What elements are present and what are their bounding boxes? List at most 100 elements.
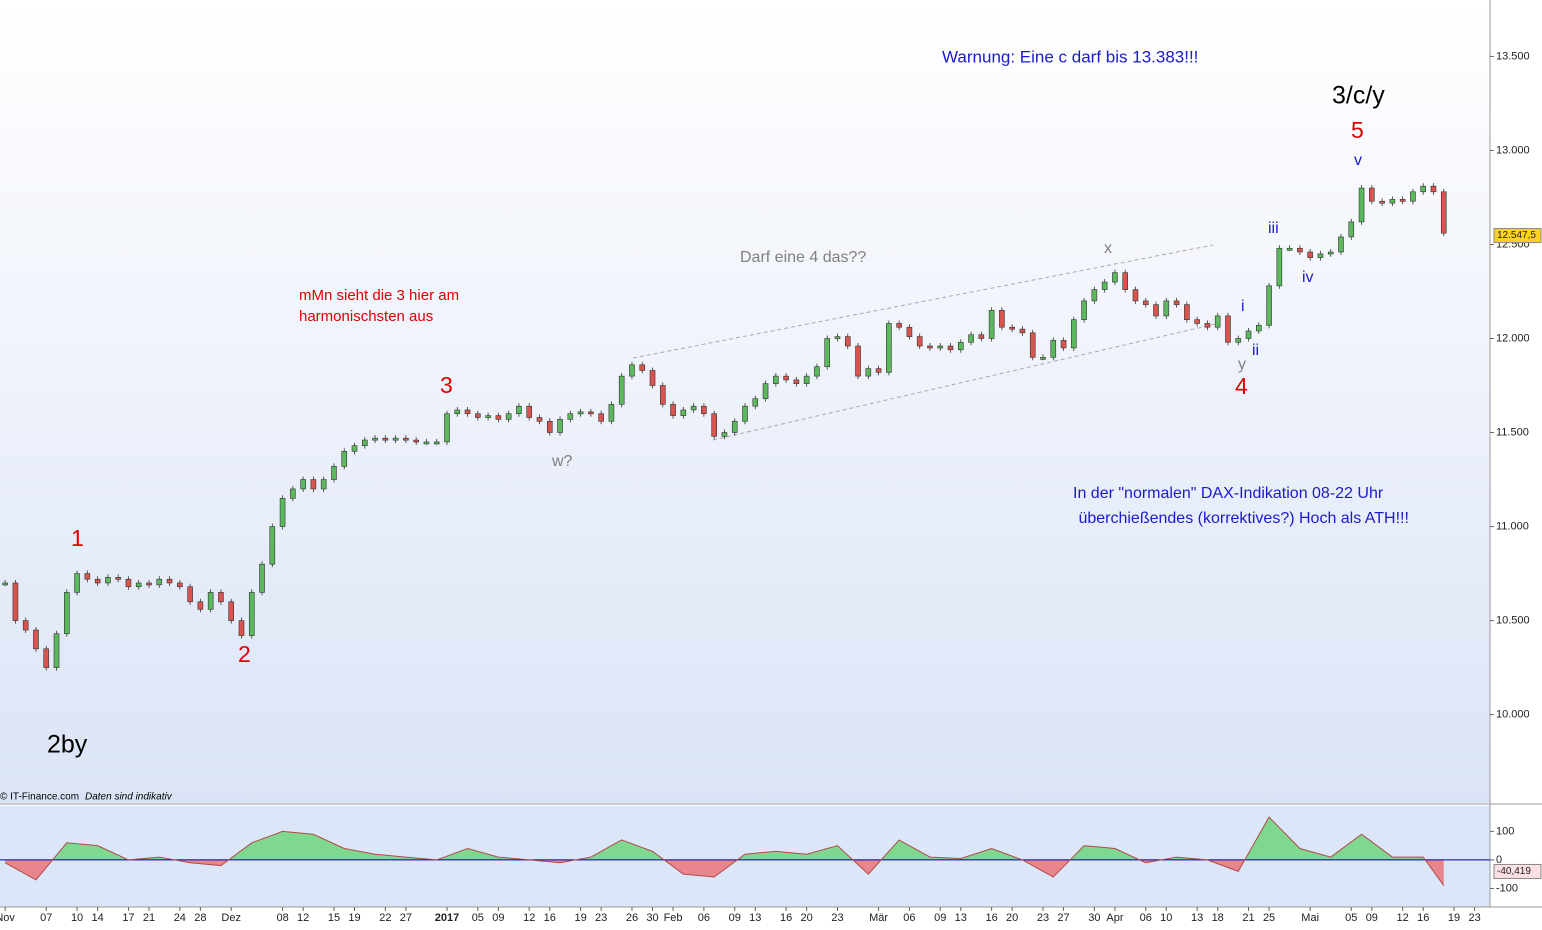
last-value-label: -40,419 [1497, 866, 1531, 877]
candle [361, 439, 368, 446]
area-negative [5, 860, 1444, 886]
annotation: x [1104, 240, 1112, 257]
x-tick-label: 25 [1263, 912, 1275, 924]
x-tick-label: 23 [1468, 912, 1480, 924]
candle [1204, 323, 1211, 328]
x-tick-label: 22 [379, 912, 391, 924]
x-tick-label: 27 [1057, 912, 1069, 924]
x-tick-label: Feb [664, 912, 683, 924]
candle [485, 415, 491, 418]
candle [1338, 236, 1344, 253]
annotation: mMn sieht die 3 hier am [299, 287, 459, 304]
candle [947, 345, 954, 351]
x-tick-label: 09 [934, 912, 946, 924]
candle [248, 592, 255, 636]
x-tick-label: Mär [869, 912, 888, 924]
annotation: Warnung: Eine c darf bis 13.383!!! [942, 47, 1198, 66]
x-tick-label: 21 [143, 912, 155, 924]
candle [43, 648, 50, 668]
candle [1153, 304, 1159, 317]
candle [659, 385, 666, 405]
last-value-box [1493, 228, 1542, 244]
candle [649, 370, 656, 386]
annotation: 1 [71, 525, 84, 551]
candle [1184, 304, 1190, 320]
candle [1235, 338, 1242, 343]
annotation: y [1238, 356, 1246, 373]
x-tick-label: 23 [1037, 912, 1049, 924]
x-tick-label: 30 [646, 912, 658, 924]
annotation: 4 [1235, 373, 1248, 399]
x-tick-label: 16 [780, 912, 792, 924]
candle [290, 488, 296, 499]
x-tick-label: 2017 [435, 912, 459, 924]
x-tick-label: 10 [71, 912, 83, 924]
candle [300, 479, 306, 490]
candle [670, 404, 676, 416]
y-tick-label: 10.500 [1496, 614, 1530, 626]
candle [382, 437, 389, 441]
candle [207, 592, 214, 610]
x-tick-label: 18 [1212, 912, 1224, 924]
y-tick-label: 11.000 [1496, 520, 1529, 532]
x-tick-label: 13 [749, 912, 761, 924]
candle [1122, 272, 1129, 290]
candle [557, 419, 563, 433]
candle [53, 633, 60, 668]
candle [433, 441, 440, 445]
y-tick-label: -100 [1496, 882, 1518, 894]
candle [1214, 315, 1221, 328]
y-tick-label: 11.500 [1496, 426, 1529, 438]
candle [187, 586, 193, 603]
y-tick-label: 13.500 [1496, 50, 1530, 62]
annotation: 3 [440, 372, 453, 398]
annotation: Darf eine 4 das?? [740, 249, 866, 266]
y-tick-label: 13.000 [1496, 144, 1530, 156]
candle [403, 437, 409, 441]
candle [886, 323, 892, 373]
candle [577, 411, 584, 415]
candle [773, 375, 779, 384]
candle [146, 582, 152, 586]
candle [896, 323, 902, 328]
candle [1225, 315, 1231, 343]
candle [310, 479, 317, 490]
candle [125, 578, 132, 588]
x-tick-label: 09 [492, 912, 504, 924]
x-tick-label: 26 [626, 912, 638, 924]
x-tick-label: 12 [1397, 912, 1409, 924]
candle [2, 582, 8, 586]
candle [690, 405, 697, 411]
x-tick-label: 23 [595, 912, 607, 924]
candle [1389, 199, 1396, 204]
candle [1081, 300, 1087, 320]
candle [1399, 199, 1406, 202]
candle [567, 413, 574, 420]
candle [1410, 191, 1416, 202]
x-tick-label: 08 [276, 912, 288, 924]
candle [454, 409, 461, 415]
candle [320, 479, 327, 490]
candle [999, 309, 1005, 328]
candle [341, 451, 348, 467]
candle [1307, 251, 1313, 258]
x-tick-label: 06 [1140, 912, 1152, 924]
candle [752, 398, 759, 407]
x-tick-label: 21 [1242, 912, 1254, 924]
candle [392, 437, 399, 441]
candle [588, 411, 594, 415]
x-tick-label: 17 [122, 912, 134, 924]
x-tick-label: Mai [1301, 912, 1319, 924]
candle [865, 368, 872, 377]
x-tick-label: 07 [40, 912, 52, 924]
candle [94, 578, 101, 584]
x-tick-label: 28 [194, 912, 206, 924]
candle [762, 383, 769, 399]
candle [844, 336, 851, 347]
candle [680, 409, 687, 416]
candle [464, 409, 471, 415]
candle [1358, 187, 1365, 223]
candle [331, 466, 337, 480]
candle [197, 601, 204, 610]
x-tick-label: Nov [0, 912, 15, 924]
